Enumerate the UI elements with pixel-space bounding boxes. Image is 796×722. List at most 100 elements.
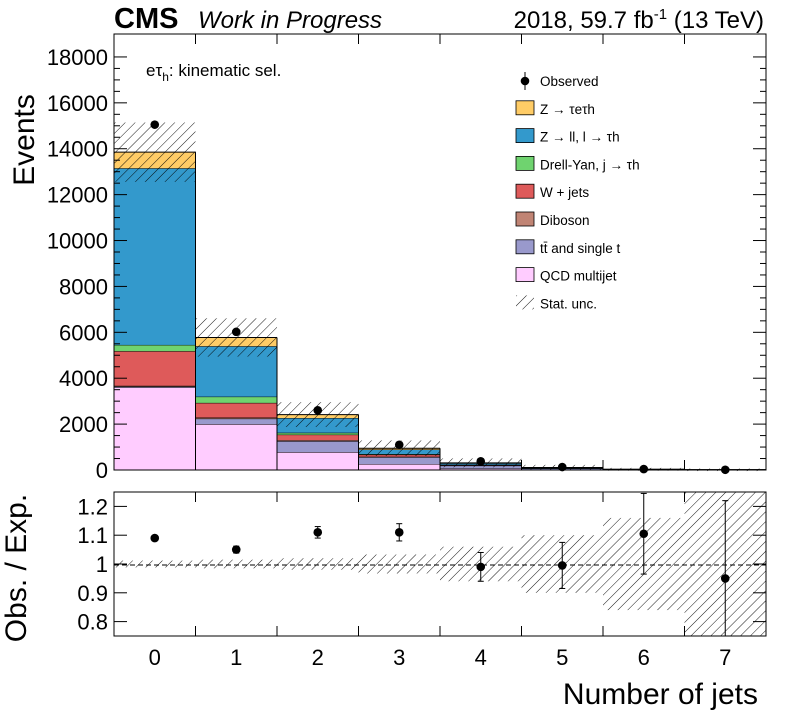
x-tick-label-1: 1 [230,645,242,670]
legend-stat-unc-label: Stat. unc. [540,296,597,311]
lumi-text: 2018, 59.7 fb [514,7,654,34]
stat-unc-bin-0 [114,122,196,182]
legend-stat-unc-swatch [516,295,534,310]
legend-swatch-0 [515,100,535,116]
stack-bar-1-bin-3 [358,457,440,465]
stack-bar-0-bin-1 [195,424,277,470]
observed-point-6 [639,464,649,474]
bottom-ytick-label-2: 1 [96,552,108,577]
ratio-point-1 [231,545,241,554]
stat-unc-bin-1 [195,318,277,357]
legend-label-3: W + jets [540,185,589,200]
top-ytick-label-8: 16000 [47,91,108,116]
bottom-ytick-label-0: 0.8 [77,610,108,635]
legend-observed-label: Observed [540,74,599,89]
ratio-unc-bin-0 [114,560,196,568]
stack-bar-0-bin-2 [277,452,359,470]
legend-label-6: QCD multijet [540,269,617,284]
legend-swatch-3 [515,183,535,199]
legend-swatch-5 [515,239,535,255]
top-ytick-label-4: 8000 [59,274,108,299]
top-ytick-label-5: 10000 [47,229,108,254]
category-label: eτh: kinematic sel. [146,61,281,84]
ratio-unc-bin-1 [195,559,277,569]
stack-bar-0-bin-4 [440,468,522,470]
stack-bar-4-bin-1 [195,396,277,403]
category-sub: h [162,70,169,84]
legend-label-5: tt̄ and single t [540,241,621,256]
energy-text: (13 TeV) [667,7,764,34]
top-x-ticks [113,34,767,470]
x-tick-label-4: 4 [475,645,487,670]
legend-swatch-6 [515,267,535,283]
stack-bar-3-bin-2 [277,434,359,441]
stack-bar-0-bin-0 [114,387,196,470]
legend-swatch-1 [515,128,535,144]
x-axis-title: Number of jets [563,678,758,711]
ratio-plot: 0.8 0.9 1 1.1 1.2 0 1 2 3 4 5 6 7 Obs. / Exp. Numbe… [0,491,767,711]
legend-label-4: Diboson [540,213,590,228]
stack-bars [114,151,766,470]
y-axis-title-top: Events [8,94,41,186]
observed-point-2 [313,406,323,415]
stack-bar-4-bin-2 [277,432,359,435]
stack-bar-1-bin-2 [277,441,359,453]
category-prefix: e [146,61,155,80]
stack-bar-4-bin-0 [114,344,196,352]
top-y-axis: 0 2000 4000 6000 8000 10000 12000 14000 16000 180… [47,45,766,483]
legend-swatch-2 [515,155,535,171]
top-ytick-label-3: 6000 [59,320,108,345]
bottom-x-axis: 0 1 2 3 4 5 6 7 [113,492,767,670]
bottom-y-axis: 0.8 0.9 1 1.1 1.2 [77,494,766,635]
top-ytick-label-7: 14000 [47,137,108,162]
observed-point-1 [231,327,241,337]
ratio-unc-bin-2 [277,558,359,570]
bottom-ytick-label-3: 1.1 [77,523,108,548]
stack-bar-1-bin-1 [195,418,277,425]
top-ytick-label-0: 0 [96,458,108,483]
x-tick-label-2: 2 [312,645,324,670]
x-tick-label-0: 0 [149,645,161,670]
stack-bar-2-bin-1 [195,417,277,419]
observed-point-3 [394,440,404,450]
ratio-point-2 [313,528,323,537]
stack-bar-5-bin-0 [114,168,196,345]
lumi-sup: -1 [654,6,667,23]
observed-point-0 [150,120,160,129]
stack-plot: 0 2000 4000 6000 8000 10000 12000 14000 16000 180… [8,33,767,483]
ratio-point-4 [476,562,486,572]
legend-label-1: Z → ll, l → τh [540,130,620,145]
ratio-unc-bin-3 [358,554,440,574]
observed-point-5 [557,462,567,472]
ratio-point-5 [557,561,567,570]
top-ytick-label-6: 12000 [47,183,108,208]
bottom-ytick-label-4: 1.2 [77,494,108,519]
legend-swatch-4 [515,211,535,227]
top-ytick-label-9: 18000 [47,45,108,70]
y-axis-title-bottom: Obs. / Exp. [0,494,33,642]
legend: Observed Z → τeτh Z → ll, l → τh Drell-Yan,… [515,72,640,311]
category-tau: τ [155,61,162,80]
bottom-ytick-label-1: 0.9 [77,581,108,606]
category-suffix: : kinematic sel. [169,61,281,80]
x-tick-label-7: 7 [719,645,731,670]
legend-label-2: Drell-Yan, j → τh [540,157,640,172]
observed-point-4 [476,456,486,466]
ratio-points [150,492,730,636]
ratio-point-6 [639,529,649,539]
legend-label-0: Z → τeτh [540,102,595,117]
top-ytick-label-2: 4000 [59,366,108,391]
ratio-point-7 [720,574,730,583]
x-tick-label-5: 5 [556,645,568,670]
stack-bar-3-bin-1 [195,402,277,418]
x-tick-label-3: 3 [393,645,405,670]
x-tick-label-6: 6 [638,645,650,670]
ratio-point-3 [394,528,404,537]
cms-label: CMS [114,3,178,35]
lumi-label: 2018, 59.7 fb-1 (13 TeV) [514,6,764,34]
stack-bar-3-bin-0 [114,351,196,386]
ratio-point-0 [150,533,160,543]
stack-bar-0-bin-3 [358,464,440,470]
top-ytick-label-1: 2000 [59,412,108,437]
